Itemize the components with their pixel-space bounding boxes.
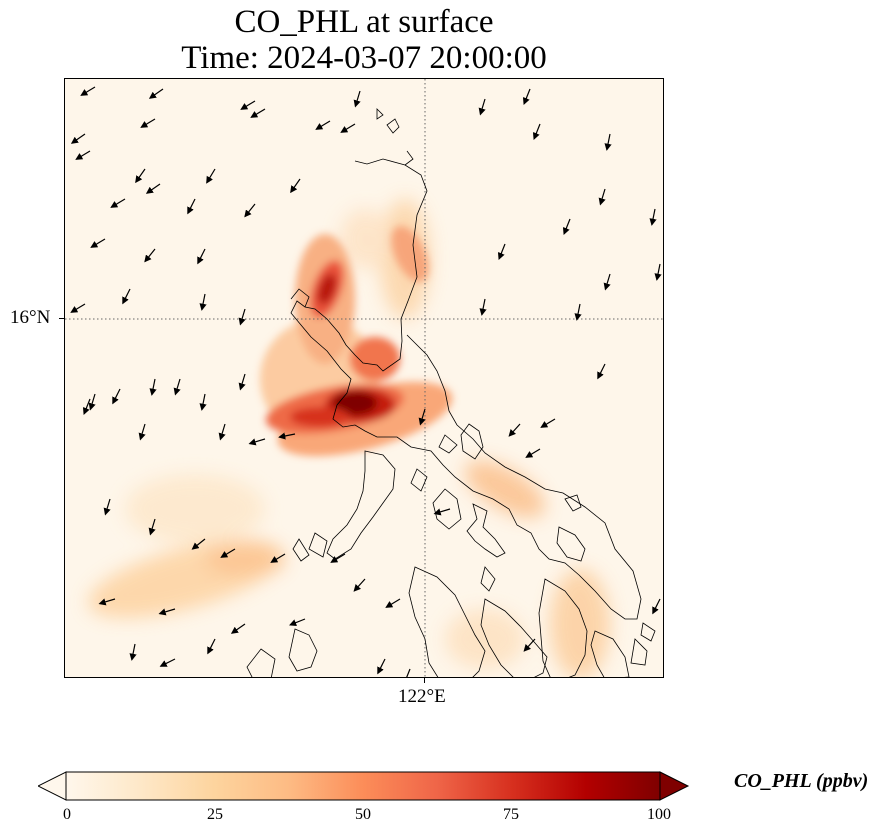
wind-arrow xyxy=(75,150,91,160)
wind-arrow xyxy=(80,86,96,96)
wind-arrow xyxy=(574,303,582,321)
colorbar-tick-label: 75 xyxy=(503,806,519,823)
wind-arrow xyxy=(149,378,157,396)
colorbar-gradient xyxy=(65,771,661,801)
wind-arrow xyxy=(82,398,91,415)
wind-arrow xyxy=(248,438,266,446)
wind-arrow xyxy=(604,133,612,151)
wind-arrow xyxy=(158,608,176,616)
wind-arrow xyxy=(289,618,306,627)
wind-arrow xyxy=(497,243,506,260)
colorbar-tick-label: 50 xyxy=(355,806,371,823)
wind-arrow xyxy=(649,208,657,226)
wind-arrow xyxy=(652,598,661,615)
wind-arrow xyxy=(290,178,301,194)
wind-arrow xyxy=(98,598,116,606)
wind-arrow xyxy=(353,90,361,108)
wind-arrow xyxy=(140,118,156,128)
wind-arrow xyxy=(522,88,531,105)
colorbar-tick-label: 25 xyxy=(207,806,223,823)
wind-arrow xyxy=(479,298,487,316)
wind-arrow xyxy=(88,393,96,411)
wind-arrow xyxy=(90,238,106,248)
wind-arrow xyxy=(402,668,411,677)
wind-arrow xyxy=(598,188,606,206)
longitude-label: 122°E xyxy=(398,686,446,707)
wind-arrow xyxy=(330,553,346,563)
wind-arrow xyxy=(562,218,571,235)
concentration-field xyxy=(88,199,610,677)
wind-arrow xyxy=(135,168,146,184)
wind-arrow xyxy=(240,100,256,110)
colorbar-tick-label: 0 xyxy=(63,806,71,823)
wind-arrow xyxy=(122,288,131,305)
wind-arrow xyxy=(244,203,256,218)
wind-arrow xyxy=(138,423,146,441)
wind-arrow xyxy=(70,133,86,144)
wind-arrow xyxy=(353,578,366,592)
wind-arrow xyxy=(173,378,181,396)
wind-arrow xyxy=(206,168,216,184)
wind-arrow xyxy=(532,123,541,140)
wind-arrow xyxy=(340,123,356,133)
wind-arrow xyxy=(191,538,206,550)
wind-arrow xyxy=(523,638,536,652)
wind-arrow xyxy=(145,183,161,194)
wind-arrow xyxy=(148,518,156,536)
wind-arrow xyxy=(207,638,216,655)
wind-arrow xyxy=(654,263,662,281)
wind-arrow xyxy=(508,423,521,437)
wind-arrow xyxy=(238,373,246,391)
wind-arrow xyxy=(250,108,266,118)
wind-arrow xyxy=(220,548,236,558)
wind-arrow xyxy=(159,658,176,667)
colorbar-min-extend xyxy=(38,771,67,801)
lat-tick-mark xyxy=(59,318,64,319)
map-canvas xyxy=(65,79,663,677)
wind-arrow xyxy=(278,432,296,440)
wind-arrow xyxy=(238,308,246,326)
wind-arrow xyxy=(478,98,486,116)
colorbar-tick-label: 100 xyxy=(647,806,671,823)
wind-arrow xyxy=(418,408,426,426)
wind-arrow xyxy=(385,598,401,608)
wind-arrow xyxy=(433,508,451,516)
colorbar-max-extend xyxy=(659,771,690,801)
map-title: CO_PHL at surface xyxy=(234,4,494,40)
map-panel xyxy=(64,78,664,678)
coastlines xyxy=(246,108,656,677)
wind-arrow xyxy=(144,248,156,263)
wind-arrow xyxy=(540,418,556,428)
wind-arrow xyxy=(110,198,126,208)
wind-arrow xyxy=(230,623,246,634)
wind-arrow xyxy=(148,88,164,99)
wind-arrow xyxy=(597,363,606,380)
wind-arrow xyxy=(129,643,137,661)
wind-arrow xyxy=(187,198,196,215)
wind-arrow xyxy=(218,423,226,441)
wind-arrow xyxy=(199,293,207,311)
colorbar xyxy=(38,771,690,801)
wind-arrow xyxy=(525,448,541,458)
colorbar-label: CO_PHL (ppbv) xyxy=(734,770,869,792)
wind-arrow xyxy=(70,303,86,313)
wind-arrow xyxy=(315,120,331,130)
wind-arrow xyxy=(377,658,386,675)
lon-tick-mark xyxy=(424,678,425,683)
wind-arrow xyxy=(103,498,111,516)
map-subtitle-time: Time: 2024-03-07 20:00:00 xyxy=(181,40,547,76)
wind-arrow xyxy=(199,393,207,411)
wind-vectors xyxy=(70,86,662,677)
wind-arrow xyxy=(270,553,286,563)
wind-arrow xyxy=(197,248,206,265)
wind-arrow xyxy=(603,273,611,291)
latitude-label: 16°N xyxy=(10,307,51,328)
wind-arrow xyxy=(112,388,121,405)
